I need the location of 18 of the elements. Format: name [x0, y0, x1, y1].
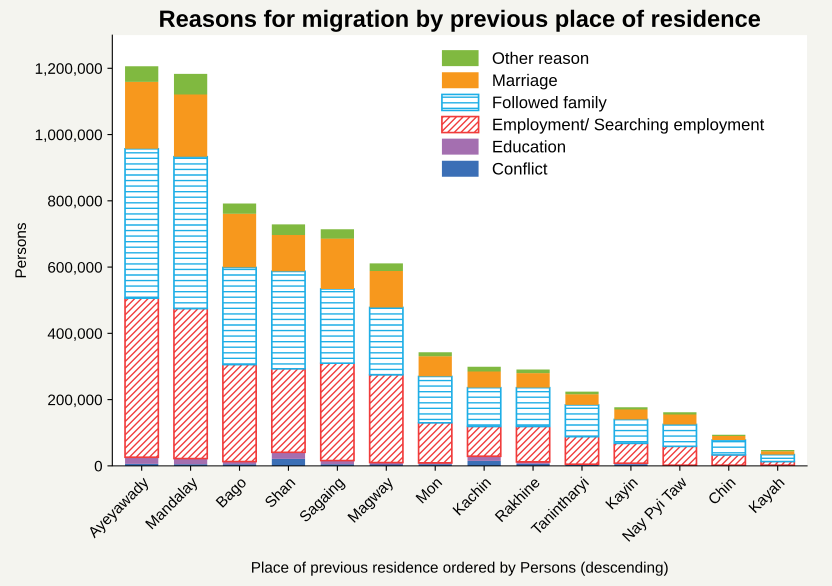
x-axis-title: Place of previous residence ordered by Persons (descending) [252, 562, 668, 576]
legend-label: Followed family [493, 96, 607, 112]
y-tick-label: 200,000 [48, 394, 102, 408]
legend-label: Conflict [492, 162, 548, 175]
y-tick-label: 1,000,000 [36, 129, 102, 142]
y-tick-label: 0 [94, 460, 102, 472]
y-axis-title: Persons [15, 223, 26, 278]
y-tick-label: 400,000 [48, 328, 102, 341]
legend-label: Employment/ Searching employment [493, 118, 764, 134]
legend-label: Marriage [493, 74, 557, 90]
y-tick-label: 800,000 [48, 196, 102, 208]
y-tick-label: 1,200,000 [36, 63, 102, 76]
chart-title: Reasons for migration by previous place of residence [160, 10, 760, 32]
x-tick-label: Chin [707, 476, 736, 506]
legend-label: Education [493, 140, 565, 152]
y-tick-label: 600,000 [48, 262, 102, 275]
legend-label: Other reason [492, 52, 588, 64]
x-tick-label: Mon [415, 476, 442, 504]
